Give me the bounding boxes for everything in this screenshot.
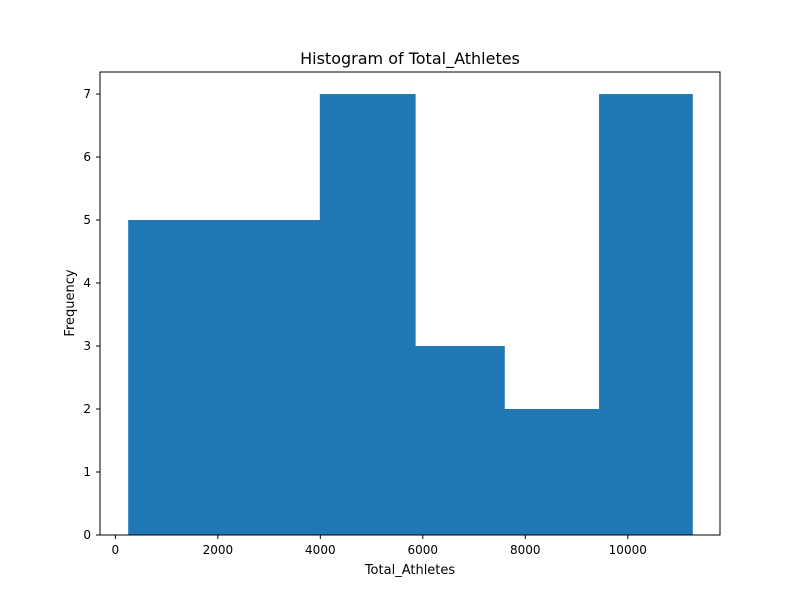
y-axis-ticks: 0 1 2 3 4 5 6 7	[83, 87, 100, 542]
histogram-bar-6	[599, 94, 693, 536]
histogram-bar-5	[504, 409, 600, 535]
y-tick-label: 5	[83, 213, 91, 227]
chart-title: Histogram of Total_Athletes	[300, 49, 520, 69]
y-axis-label: Frequency	[63, 269, 78, 336]
x-tick-label: 0	[112, 543, 120, 557]
y-tick-label: 1	[83, 465, 91, 479]
x-axis-label: Total_Athletes	[364, 563, 456, 578]
histogram-bar-4	[415, 346, 505, 535]
bars-group	[128, 94, 693, 536]
histogram-bar-1	[128, 220, 225, 536]
x-tick-label: 10000	[609, 543, 647, 557]
y-tick-label: 0	[83, 528, 91, 542]
histogram-bar-3	[319, 94, 416, 536]
y-tick-label: 7	[83, 87, 91, 101]
y-tick-label: 6	[83, 150, 91, 164]
y-tick-label: 3	[83, 339, 91, 353]
x-axis-ticks: 0 2000 4000 6000 8000 10000	[112, 535, 647, 557]
y-tick-label: 2	[83, 402, 91, 416]
x-tick-label: 2000	[203, 543, 234, 557]
histogram-bar-2	[224, 220, 321, 536]
x-tick-label: 8000	[510, 543, 541, 557]
x-tick-label: 4000	[305, 543, 336, 557]
plot-frame	[99, 71, 721, 536]
y-tick-label: 4	[83, 276, 91, 290]
x-tick-label: 6000	[408, 543, 439, 557]
